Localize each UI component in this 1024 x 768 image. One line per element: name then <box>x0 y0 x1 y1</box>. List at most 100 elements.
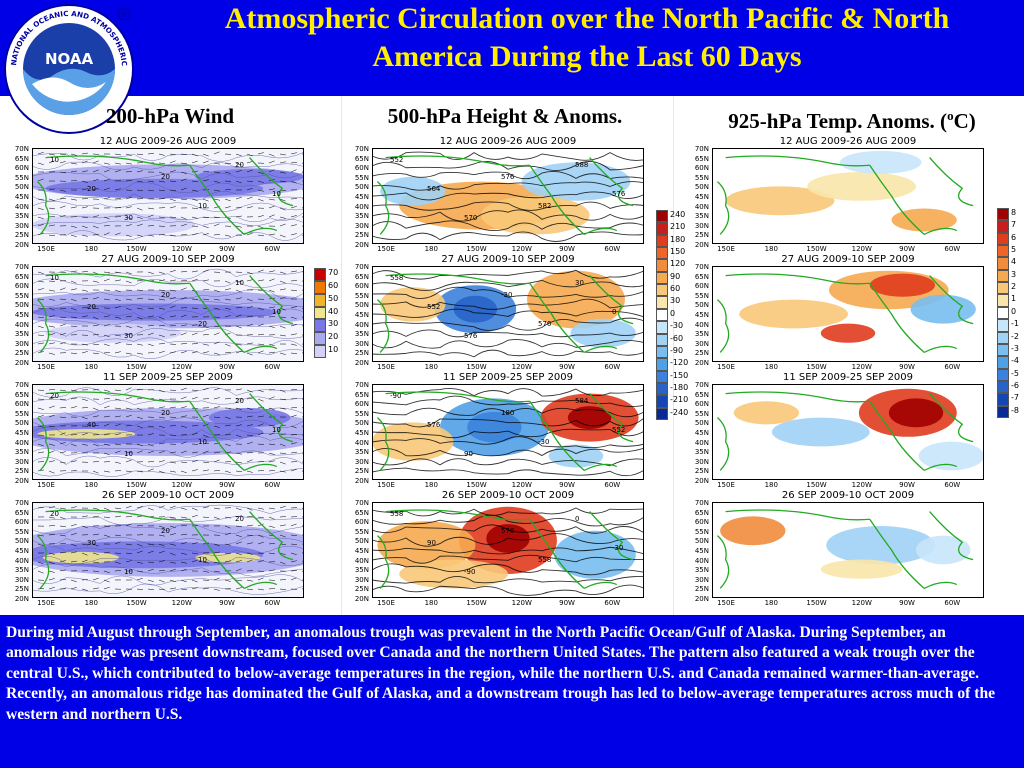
latitude-label: 60N <box>694 282 709 291</box>
anomaly-shading <box>372 422 454 461</box>
longitude-label: 150W <box>466 599 487 607</box>
contour-label: 10 <box>272 426 281 434</box>
colorbar-label: -210 <box>670 395 689 405</box>
longitude-label: 150E <box>37 245 55 253</box>
contour-label: 558 <box>538 556 551 564</box>
latitude-label: 35N <box>694 448 709 457</box>
longitude-label: 180 <box>84 481 98 489</box>
longitude-label: 60W <box>944 599 961 607</box>
colorbar-swatch <box>656 296 668 309</box>
column-divider <box>341 96 342 615</box>
longitude-label: 90W <box>219 481 235 489</box>
latitude-label: 55N <box>354 527 369 536</box>
longitude-label: 120W <box>511 481 532 489</box>
panel-period-title: 26 SEP 2009-10 OCT 2009 <box>101 490 235 501</box>
latitude-label: 55N <box>14 527 29 536</box>
latitude-label: 60N <box>354 282 369 291</box>
anomaly-shading <box>380 287 446 322</box>
contour-label: 10 <box>198 202 207 210</box>
latitude-label: 40N <box>354 320 369 329</box>
latitude-label: 20N <box>694 241 709 249</box>
latitude-label: 55N <box>694 291 709 300</box>
longitude-label: 180 <box>764 245 778 253</box>
anomaly-shading <box>771 417 870 447</box>
colorbar-swatch <box>997 208 1009 221</box>
contour-label: 10 <box>198 438 207 446</box>
colorbar-swatch <box>656 284 668 297</box>
latitude-label: 20N <box>354 241 369 249</box>
colorbar-swatch <box>314 332 326 346</box>
contour-label: 30 <box>575 279 584 287</box>
anomaly-shading <box>32 303 277 321</box>
colorbar-label: 6 <box>1011 232 1017 242</box>
colorbar-swatch <box>656 271 668 285</box>
latitude-label: 45N <box>694 311 709 319</box>
latitude-label: 60N <box>694 164 709 173</box>
contour-label: 10 <box>272 190 281 198</box>
latitude-label: 30N <box>354 339 369 348</box>
latitude-label: 50N <box>14 537 29 546</box>
anomaly-shading <box>826 526 936 565</box>
colorbar-label: -6 <box>1011 380 1019 390</box>
latitude-label: 70N <box>694 381 709 389</box>
anomaly-shading <box>839 150 922 174</box>
latitude-label: 30N <box>694 575 709 584</box>
latitude-label: 70N <box>14 499 29 507</box>
contour-label: 10 <box>124 450 133 458</box>
colorbar-label: 8 <box>1011 208 1017 217</box>
logo-text: NOAA <box>45 50 94 68</box>
contour-label: 552 <box>612 426 625 434</box>
longitude-label: 150W <box>126 245 147 253</box>
colorbar-label: -3 <box>1011 343 1019 353</box>
latitude-label: 25N <box>354 231 369 240</box>
contour-label: 20 <box>50 392 59 400</box>
contour-label: 20 <box>87 303 96 311</box>
contour-label: 0 <box>575 515 579 523</box>
latitude-label: 50N <box>354 183 369 192</box>
latitude-label: 25N <box>694 231 709 240</box>
latitude-label: 20N <box>14 477 29 485</box>
contour-label: -30 <box>612 544 623 552</box>
wind-map-panel: 10 20 30 20 10 20 10 <box>32 148 304 244</box>
latitude-label: 45N <box>354 193 369 201</box>
latitude-label: 25N <box>14 467 29 476</box>
latitude-label: 40N <box>694 556 709 565</box>
longitude-label: 90W <box>219 245 235 253</box>
longitude-label: 90W <box>899 599 915 607</box>
colorbar-label: 0 <box>1011 306 1017 316</box>
longitude-label: 150E <box>37 599 55 607</box>
latitude-label: 35N <box>354 330 369 339</box>
anomaly-shading <box>570 318 636 348</box>
latitude-label: 45N <box>354 311 369 319</box>
latitude-label: 40N <box>354 556 369 565</box>
panel-period-title: 27 AUG 2009-10 SEP 2009 <box>781 254 915 265</box>
latitude-label: 45N <box>694 193 709 201</box>
longitude-label: 90W <box>219 599 235 607</box>
colorbar-swatch <box>656 321 668 334</box>
panel-period-title: 11 SEP 2009-25 SEP 2009 <box>442 372 574 383</box>
colorbar-label: 60 <box>670 284 681 294</box>
latitude-label: 20N <box>694 477 709 485</box>
latitude-label: 35N <box>354 566 369 575</box>
panel-period-title: 27 AUG 2009-10 SEP 2009 <box>441 254 575 265</box>
contour-label: 20 <box>161 291 170 299</box>
longitude-label: 150W <box>806 245 827 253</box>
colorbar-swatch <box>314 319 326 333</box>
latitude-label: 20N <box>14 359 29 367</box>
wind-colorbar: 70 60 50 40 30 20 10 <box>314 268 354 358</box>
latitude-label: 40N <box>14 202 29 211</box>
latitude-label: 20N <box>694 595 709 603</box>
longitude-label: 150E <box>377 245 395 253</box>
contour-label: 10 <box>272 308 281 316</box>
colorbar-label: -8 <box>1011 405 1019 415</box>
latitude-label: 70N <box>694 145 709 153</box>
colorbar-swatch <box>997 405 1009 418</box>
temp-map-panel <box>712 266 984 362</box>
colorbar-swatch <box>997 356 1009 369</box>
latitude-label: 45N <box>694 429 709 437</box>
latitude-label: 60N <box>14 518 29 527</box>
latitude-label: 60N <box>14 164 29 173</box>
latitude-label: 45N <box>694 547 709 555</box>
contour-label: 0 <box>612 308 616 316</box>
latitude-label: 40N <box>14 320 29 329</box>
